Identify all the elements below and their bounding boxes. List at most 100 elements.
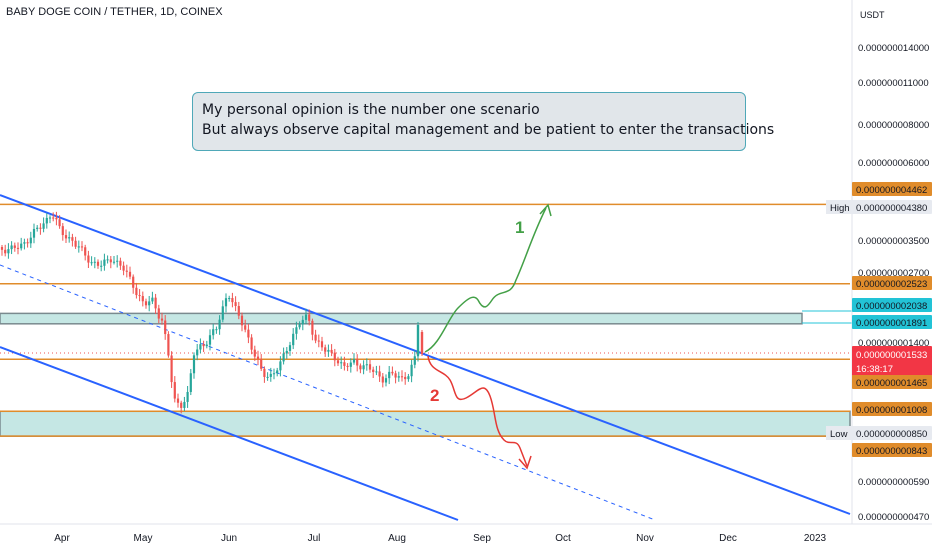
candle-body	[269, 373, 272, 377]
candle-body	[256, 356, 260, 360]
candle-body	[346, 365, 349, 367]
candle-body	[349, 362, 352, 367]
channel-upper	[0, 194, 851, 515]
candle-body	[61, 226, 64, 236]
candle-body	[333, 352, 336, 361]
price-tick-label: 0.000000014000	[858, 43, 929, 54]
time-tick-label: Nov	[636, 533, 654, 544]
time-tick-label: Oct	[555, 533, 571, 544]
price-label-text: 0.000000001465	[856, 378, 927, 389]
candle-body	[221, 306, 224, 320]
candle-body	[314, 334, 317, 341]
candle-body	[208, 335, 212, 345]
candle-body	[167, 334, 170, 356]
candle-body	[250, 337, 253, 350]
candle-body	[103, 259, 106, 266]
candle-body	[244, 325, 247, 330]
candle-body	[400, 376, 404, 378]
candle-body	[375, 371, 378, 373]
scenario-2-path	[427, 355, 528, 467]
price-tag-text: High	[830, 203, 850, 214]
candle-body	[378, 371, 381, 377]
candle-body	[52, 217, 55, 219]
price-tick-label: 0.000000002700	[858, 268, 929, 279]
candle-body	[68, 237, 71, 239]
candle-body	[215, 329, 218, 331]
candle-body	[109, 259, 112, 263]
candle-body	[39, 227, 42, 229]
candle-body	[298, 324, 301, 328]
candle-body	[74, 240, 77, 247]
time-tick-label: Jul	[308, 533, 321, 544]
candle-body	[199, 344, 202, 350]
candle-body	[20, 243, 23, 249]
scenario-1-path	[424, 207, 547, 353]
candle-body	[116, 260, 119, 262]
candle-body	[231, 298, 234, 303]
candle-body	[77, 246, 80, 248]
candle-body	[192, 355, 196, 374]
candle-body	[420, 332, 424, 354]
candle-body	[196, 349, 199, 356]
candle-body	[288, 345, 292, 351]
candle-body	[413, 356, 416, 365]
price-tick-label: 0.000000011000	[858, 78, 929, 89]
candle-body	[186, 391, 189, 402]
candle-body	[276, 370, 279, 374]
candle-body	[218, 319, 221, 330]
price-label-countdown: 16:38:17	[856, 364, 893, 375]
price-label-text: 0.000000000850	[856, 429, 927, 440]
candle-body	[228, 298, 231, 300]
candle-body	[320, 341, 324, 348]
candle-body	[164, 320, 167, 335]
scenario-1-label: 1	[515, 218, 524, 237]
candle-body	[141, 296, 144, 302]
candle-body	[253, 349, 256, 357]
price-label-text: 0.000000001891	[856, 318, 927, 329]
candle-body	[263, 368, 266, 377]
price-label-text: 0.000000001008	[856, 405, 927, 416]
candle-body	[160, 318, 164, 321]
scenario-2-label: 2	[430, 386, 439, 405]
candle-body	[304, 314, 308, 320]
candle-body	[324, 347, 327, 352]
candle-body	[55, 217, 58, 220]
candle-body	[234, 302, 237, 307]
candle-body	[343, 362, 346, 366]
candle-body	[189, 373, 192, 392]
price-label-text: 0.000000002038	[856, 301, 927, 312]
candle-body	[119, 260, 122, 266]
candle-body	[135, 287, 138, 296]
scenario-2-arrowhead	[518, 455, 532, 470]
price-label-box	[852, 346, 932, 376]
candle-body	[42, 223, 45, 229]
candle-body	[336, 360, 340, 364]
time-tick-label: 2023	[804, 533, 827, 544]
candle-body	[202, 344, 205, 347]
time-tick-label: May	[134, 533, 153, 544]
channel-lower	[0, 346, 459, 521]
candle-body	[173, 382, 176, 399]
candle-body	[368, 364, 372, 370]
time-tick-label: Sep	[473, 533, 491, 544]
candle-body	[183, 401, 186, 408]
price-tick-label: 0.000000001400	[858, 338, 929, 349]
candle-body	[36, 227, 39, 229]
price-tick-label: 0.000000000470	[858, 512, 929, 523]
price-label-box	[852, 426, 932, 440]
candle-body	[58, 219, 61, 227]
candle-body	[100, 265, 103, 267]
candle-body	[90, 262, 93, 264]
price-tick-label: 0.000000000590	[858, 477, 929, 488]
candle-body	[356, 359, 359, 366]
price-label-box	[852, 182, 932, 196]
candle-body	[138, 295, 141, 297]
candle-body	[359, 365, 362, 370]
candle-body	[381, 376, 384, 383]
candle-body	[151, 297, 154, 302]
candle-body	[247, 329, 250, 338]
note-line-2: But always observe capital management an…	[202, 122, 775, 138]
